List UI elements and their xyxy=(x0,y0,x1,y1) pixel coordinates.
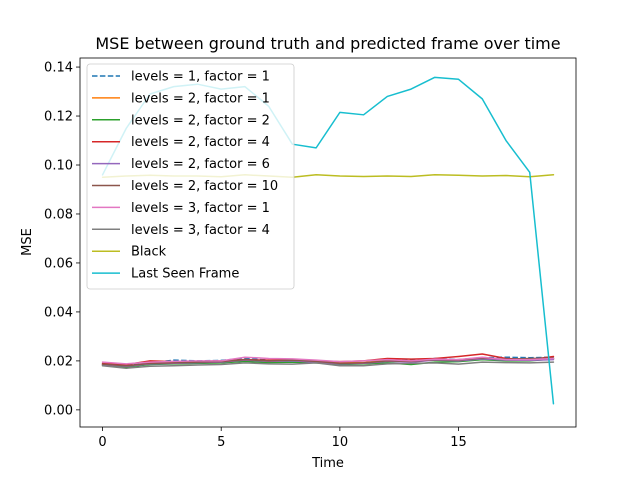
legend-label: levels = 2, factor = 6 xyxy=(131,157,270,172)
y-tick-label: 0.10 xyxy=(44,159,73,174)
legend-label: levels = 2, factor = 2 xyxy=(131,113,270,128)
chart-title: MSE between ground truth and predicted f… xyxy=(95,34,560,53)
series-line xyxy=(101,361,555,369)
y-tick-label: 0.00 xyxy=(44,403,73,418)
x-tick-label: 10 xyxy=(332,435,349,450)
y-tick-label: 0.04 xyxy=(44,305,73,320)
x-axis-label: Time xyxy=(311,456,344,471)
legend-label: levels = 3, factor = 1 xyxy=(131,201,270,216)
legend-label: levels = 3, factor = 4 xyxy=(131,223,270,238)
legend-label: levels = 1, factor = 1 xyxy=(131,70,270,85)
y-tick-label: 0.02 xyxy=(44,354,73,369)
legend-label: levels = 2, factor = 10 xyxy=(131,179,278,194)
y-tick-label: 0.14 xyxy=(44,61,73,76)
x-tick-label: 15 xyxy=(450,435,467,450)
x-tick-label: 0 xyxy=(98,435,106,450)
legend: levels = 1, factor = 1 levels = 2, factor… xyxy=(86,63,295,290)
legend-label: levels = 2, factor = 4 xyxy=(131,135,270,150)
x-axis: 0 5 10 15 xyxy=(98,427,467,450)
y-tick-label: 0.08 xyxy=(44,207,73,222)
legend-label: Last Seen Frame xyxy=(131,267,239,282)
y-axis: 0.00 0.02 0.04 0.06 0.08 0.10 0.12 0.14 xyxy=(44,61,80,418)
y-tick-label: 0.06 xyxy=(44,256,73,271)
y-axis-label: MSE xyxy=(20,228,35,256)
series-line xyxy=(101,356,555,365)
legend-label: levels = 2, factor = 1 xyxy=(131,91,270,106)
legend-box xyxy=(86,63,295,290)
legend-label: Black xyxy=(131,245,167,260)
plot-frame xyxy=(79,57,577,428)
y-tick-label: 0.12 xyxy=(44,110,73,125)
x-tick-label: 5 xyxy=(217,435,225,450)
